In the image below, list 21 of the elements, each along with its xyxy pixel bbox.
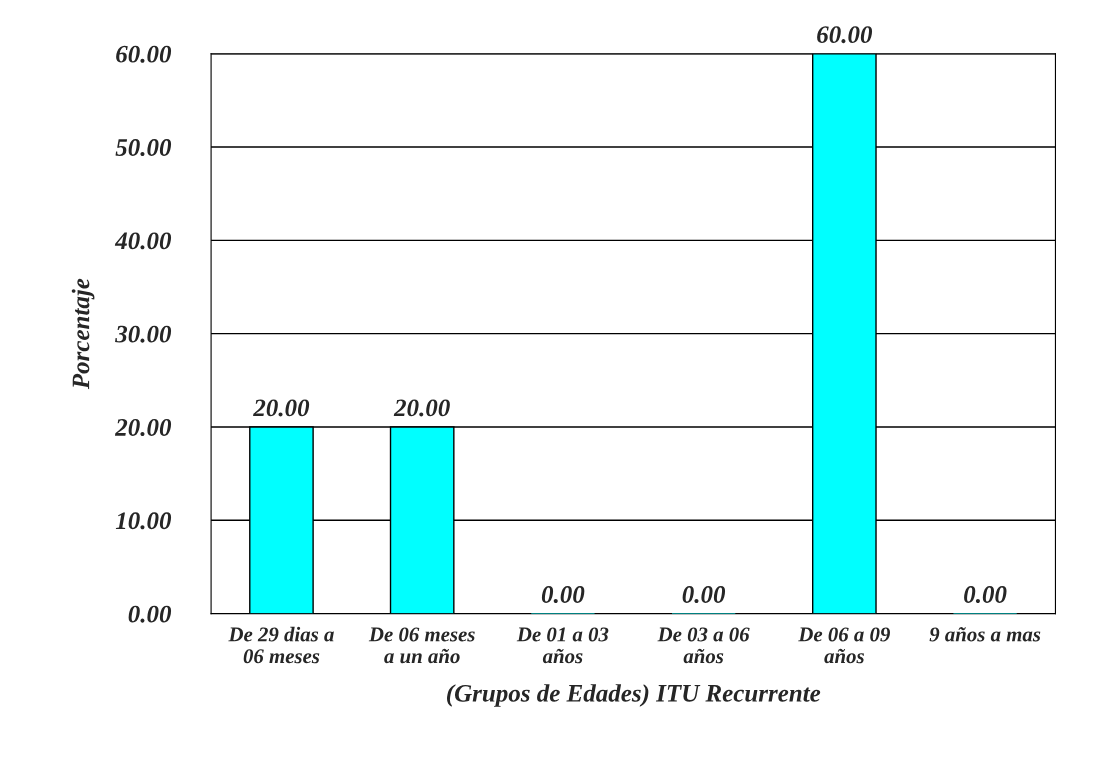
y-tick-label: 50.00 bbox=[115, 139, 172, 157]
x-axis-title: (Grupos de Edades) ITU Recurrente bbox=[447, 684, 821, 707]
y-tick-label: 30.00 bbox=[115, 325, 172, 343]
y-tick-label: 60.00 bbox=[116, 45, 172, 63]
data-label: 0.00 bbox=[682, 586, 726, 604]
x-tick-label: De 06 meses a un año bbox=[368, 627, 475, 664]
y-axis-title: Porcentaje bbox=[71, 278, 95, 390]
x-tick-label: De 03 a 06 años bbox=[657, 627, 750, 664]
x-tick-label: De 29 dias a 06 meses bbox=[228, 626, 334, 664]
data-label: 0.00 bbox=[541, 586, 585, 604]
data-label: 0.00 bbox=[964, 586, 1007, 604]
y-tick-label: 0.00 bbox=[128, 605, 172, 623]
y-tick-label: 10.00 bbox=[115, 512, 172, 530]
data-label: 20.00 bbox=[393, 399, 450, 417]
y-tick-label: 40.00 bbox=[114, 232, 172, 250]
x-tick-label: De 01 a 03 años bbox=[516, 627, 609, 664]
data-label: 60.00 bbox=[817, 26, 873, 44]
x-tick-label: De 06 a 09 años bbox=[798, 627, 890, 664]
x-tick-label: 9 años a mas bbox=[929, 627, 1041, 642]
data-label: 20.00 bbox=[253, 399, 310, 417]
y-tick-label: 20.00 bbox=[114, 419, 172, 436]
